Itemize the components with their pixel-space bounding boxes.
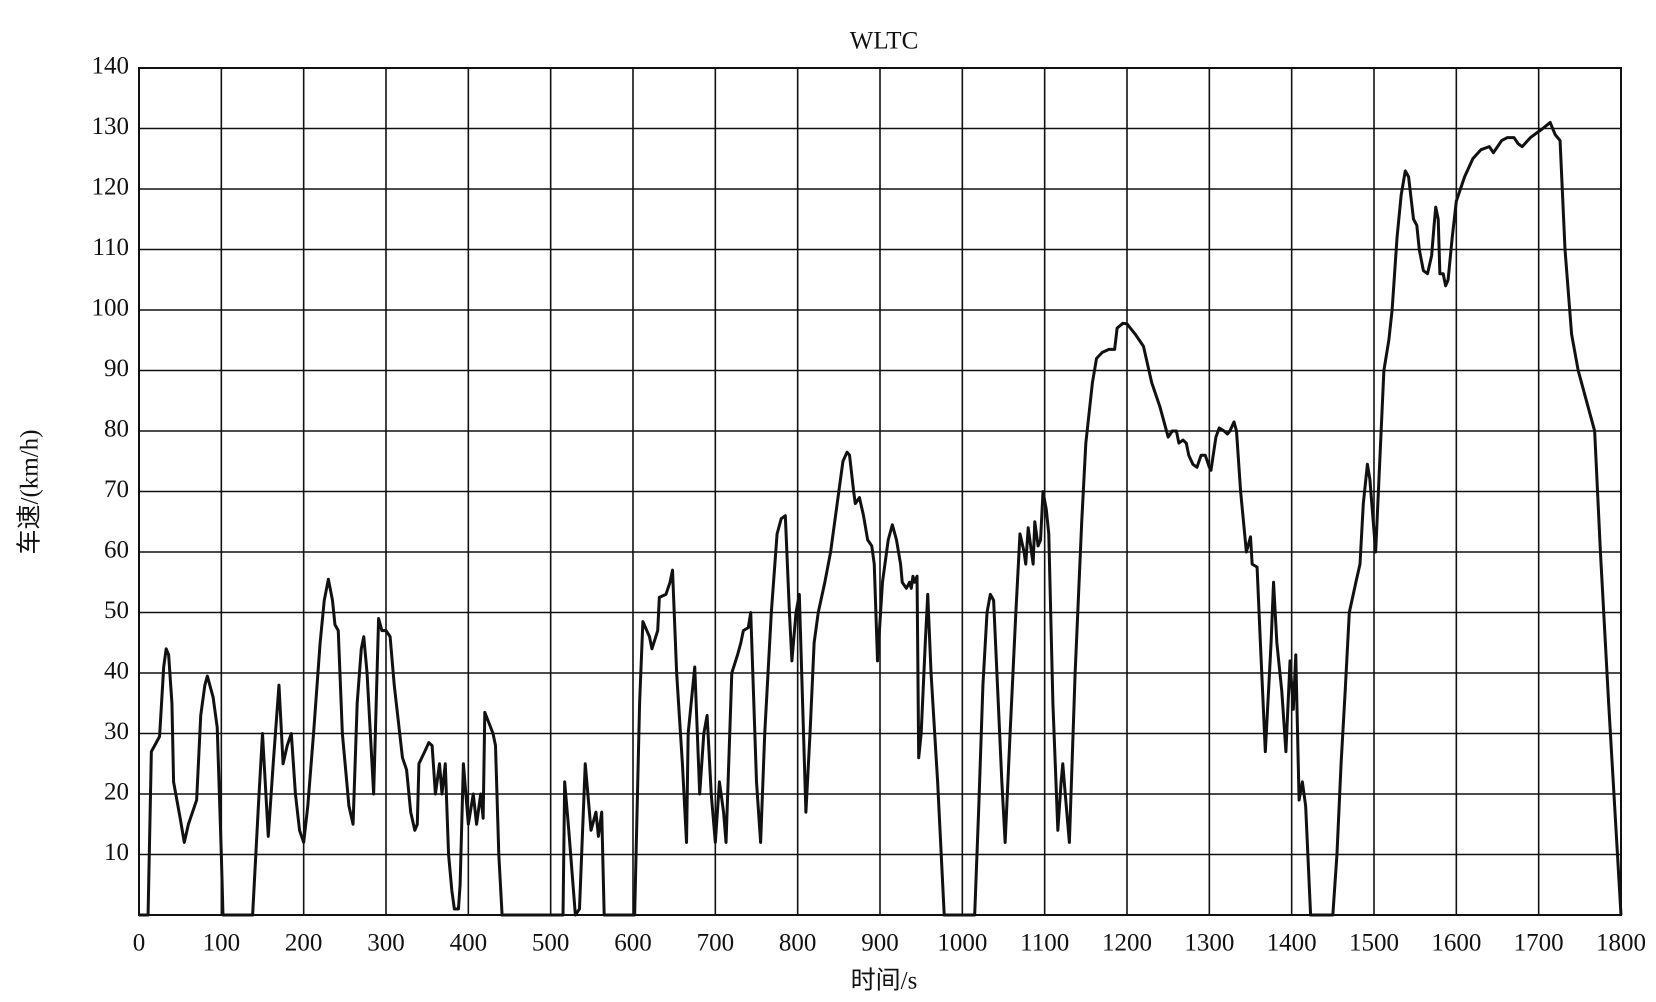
y-tick-label: 120 [92, 174, 130, 201]
y-tick-label: 70 [104, 476, 129, 503]
y-tick-label: 20 [104, 779, 129, 806]
x-tick-label: 1800 [1596, 930, 1646, 957]
y-tick-label: 110 [92, 234, 129, 261]
x-tick-label: 700 [697, 930, 735, 957]
x-tick-label: 1000 [937, 930, 987, 957]
plot-frame [138, 67, 1622, 916]
x-tick-label: 600 [614, 930, 652, 957]
x-tick-label: 1100 [1020, 930, 1069, 957]
x-axis-label: 时间/s [851, 967, 918, 995]
x-tick-label: 1300 [1184, 930, 1234, 957]
y-axis-label: 车速/(km/h) [16, 430, 44, 555]
x-tick-label: 300 [367, 930, 405, 957]
x-tick-label: 1700 [1514, 930, 1564, 957]
x-tick-label: 500 [532, 930, 570, 957]
y-tick-label: 100 [92, 295, 130, 322]
x-tick-label: 1500 [1349, 930, 1399, 957]
data-line [139, 120, 1623, 917]
x-tick-label: 1200 [1102, 930, 1152, 957]
y-tick-label: 80 [104, 416, 129, 443]
y-tick-label: 140 [92, 53, 130, 80]
y-tick-label: 40 [104, 658, 129, 685]
x-tick-label: 900 [861, 930, 899, 957]
y-tick-label: 90 [104, 355, 129, 382]
y-tick-label: 30 [104, 718, 129, 745]
chart-title: WLTC [850, 28, 919, 55]
y-tick-label: 50 [104, 597, 129, 624]
y-tick-label: 130 [92, 113, 130, 140]
y-tick-label: 60 [104, 537, 129, 564]
x-tick-label: 200 [285, 930, 323, 957]
x-tick-label: 1600 [1431, 930, 1481, 957]
x-tick-label: 100 [203, 930, 241, 957]
y-tick-label: 10 [104, 839, 129, 866]
x-tick-label: 0 [133, 930, 146, 957]
x-tick-label: 1400 [1267, 930, 1317, 957]
x-tick-label: 400 [450, 930, 488, 957]
x-tick-label: 800 [779, 930, 817, 957]
